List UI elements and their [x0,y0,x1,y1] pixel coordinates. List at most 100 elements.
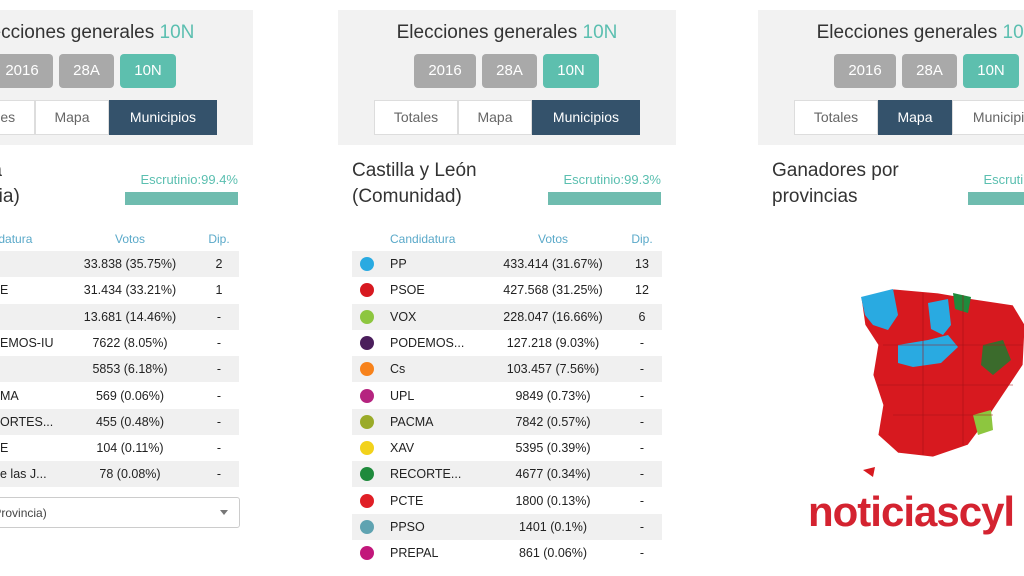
seats: - [639,467,645,482]
title-text: Elecciones generales [816,22,1003,43]
table-row [352,514,662,540]
seats: - [639,441,645,456]
title: Elecciones generales 10N [758,22,1024,44]
votes: 5853 (6.18%) [92,362,168,377]
table-header: Votos [537,232,569,246]
tab[interactable]: Totales [794,100,878,135]
tab[interactable]: Mapa [35,100,109,135]
votes: 427.568 (31.25%) [503,283,603,298]
party-name: PCTE [390,493,424,508]
party-dot [360,309,374,324]
year-button[interactable]: 28A [902,54,957,88]
seats: - [216,441,222,456]
table-header: Candidatura [0,232,33,246]
seats: 12 [635,283,649,298]
seats: - [639,520,645,534]
tab[interactable]: Municipios [109,100,217,135]
scrutiny-label: Escrutinio:99.3% [563,172,661,187]
region-name: Palencia [0,158,2,184]
seats: - [639,493,645,508]
seats: - [639,335,645,350]
year-button[interactable]: 10N [120,54,176,88]
year-button[interactable]: 10N [963,54,1019,88]
votes: 455 (0.48%) [95,414,165,429]
scrutiny-bar [968,192,1024,205]
party-name: EMOS-IU [0,335,54,350]
party-name: MA [0,388,19,403]
region-name: (Provincia) [0,186,20,207]
table-row [352,356,662,383]
year-button[interactable]: 28A [482,54,537,88]
table-row [0,356,239,383]
votes: 569 (0.06%) [95,388,165,403]
table-row [352,461,662,488]
party-name: XAV [390,441,415,456]
seats: 6 [638,309,646,324]
table-row [352,303,662,330]
tab[interactable]: Totales [374,100,458,135]
party-dot [360,414,374,429]
votes: 433.414 (31.67%) [503,257,603,271]
table-row [0,251,239,277]
votes: 7622 (8.05%) [92,335,168,350]
tab[interactable]: Totales [0,100,35,135]
year-button[interactable]: 2016 [414,54,476,88]
year-button[interactable]: 2016 [834,54,896,88]
tab[interactable]: Mapa [878,100,952,135]
party-name: PSOE [390,283,425,298]
year-button[interactable]: 2016 [0,54,53,88]
tab[interactable]: Municipios [952,100,1024,135]
dropdown[interactable]: Palencia (Provincia) [0,497,240,528]
party-name: PPSO [390,520,425,534]
table-row [0,408,239,435]
party-dot [360,388,374,403]
table-header: Dip. [631,232,653,246]
year-button[interactable]: 28A [59,54,114,88]
votes: 31.434 (33.21%) [83,283,177,298]
dropdown-arrow [220,510,228,515]
party-dot [360,467,374,482]
votes: 4677 (0.34%) [515,467,591,482]
seats: - [216,414,222,429]
seats: - [216,467,222,482]
region-name: Castilla y León [352,160,477,181]
party-dot [360,546,374,561]
seats: 2 [215,257,223,271]
table-row [352,408,662,435]
votes: 103.457 (7.56%) [506,362,600,377]
seats: - [216,388,222,403]
scrutiny-label: Escrutinio:99.3% [983,172,1024,187]
title-highlight: 10N [1002,22,1024,43]
seats: - [639,546,645,561]
table-header: Candidatura [390,232,456,246]
seats: - [639,362,645,377]
votes: 1800 (0.13%) [515,493,591,508]
votes: 228.047 (16.66%) [503,309,603,324]
party-name: Cs [390,362,406,377]
party-name: e las J... [0,467,47,482]
seats: - [216,362,222,377]
party-name: PODEMOS... [390,335,465,350]
party-name: E [0,283,9,298]
title-highlight: 10N [582,22,618,43]
scrutiny-bar [125,192,238,205]
party-dot [360,493,374,508]
votes: 33.838 (35.75%) [83,257,177,271]
party-dot [360,362,374,377]
party-dot [360,335,374,350]
spain-map [860,288,1024,477]
party-name: PREPAL [390,546,439,561]
seats: - [216,335,222,350]
party-dot [360,257,374,271]
seats: 13 [635,257,649,271]
title-highlight: 10N [159,22,195,43]
votes: 9849 (0.73%) [515,388,591,403]
scrutiny-bar [548,192,661,205]
party-name: E [0,441,9,456]
tab[interactable]: Municipios [532,100,640,135]
tab[interactable]: Mapa [458,100,532,135]
year-button[interactable]: 10N [543,54,599,88]
table-header: Dip. [208,232,230,246]
party-dot [360,283,374,298]
